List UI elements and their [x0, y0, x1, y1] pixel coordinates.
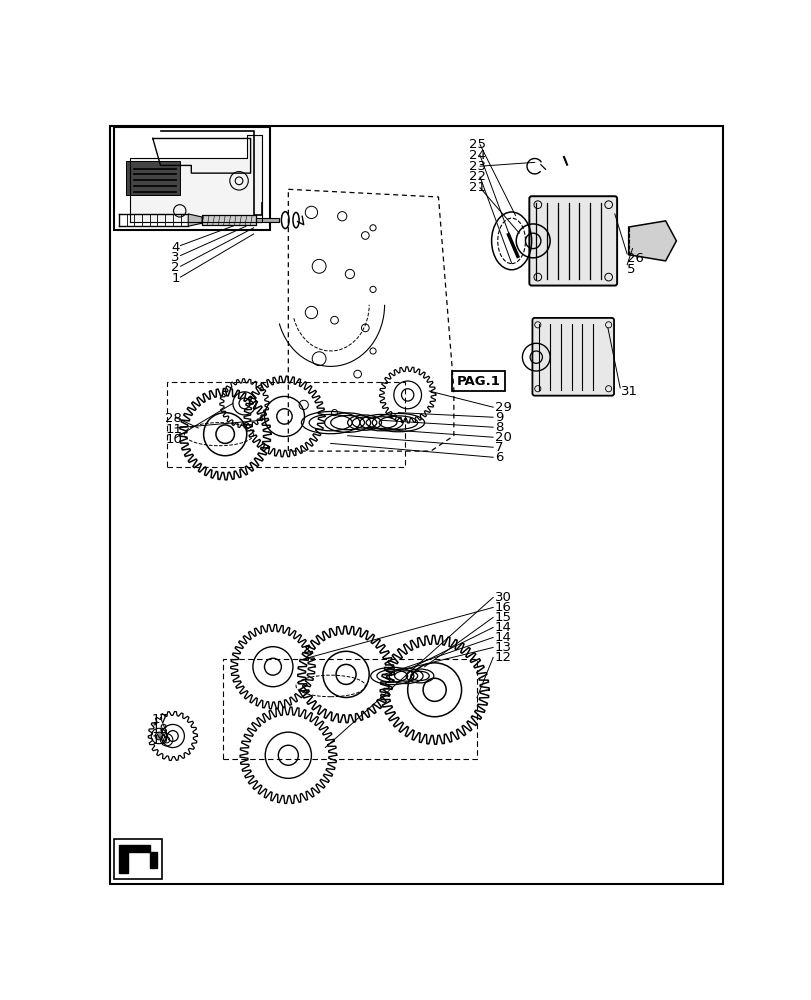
Text: 2: 2	[171, 261, 179, 274]
Text: 30: 30	[494, 591, 511, 604]
Text: 26: 26	[626, 252, 643, 265]
Text: 14: 14	[494, 631, 511, 644]
Bar	[255, 218, 279, 222]
Text: 13: 13	[494, 641, 511, 654]
Text: 31: 31	[620, 385, 637, 398]
Text: 11: 11	[165, 423, 182, 436]
Bar	[114, 839, 162, 879]
Circle shape	[155, 732, 163, 740]
Text: 1: 1	[171, 272, 179, 285]
Text: 16: 16	[494, 601, 511, 614]
Polygon shape	[628, 221, 676, 261]
Text: 22: 22	[469, 170, 486, 183]
Text: 28: 28	[165, 412, 182, 425]
Text: 14: 14	[494, 621, 511, 634]
Text: 24: 24	[469, 149, 486, 162]
FancyBboxPatch shape	[532, 318, 613, 396]
Polygon shape	[130, 135, 262, 222]
Text: 17: 17	[151, 713, 168, 726]
Bar	[452, 371, 504, 391]
FancyBboxPatch shape	[529, 196, 616, 286]
Polygon shape	[188, 214, 202, 226]
Text: 20: 20	[494, 431, 511, 444]
Text: 7: 7	[494, 441, 503, 454]
Text: 8: 8	[494, 421, 503, 434]
Text: 12: 12	[494, 651, 511, 664]
Bar	[222, 659, 476, 759]
Text: 21: 21	[469, 181, 486, 194]
Text: 3: 3	[171, 251, 179, 264]
Text: 23: 23	[469, 160, 486, 173]
Text: 25: 25	[469, 138, 486, 151]
Text: 10: 10	[165, 433, 182, 446]
Bar	[166, 382, 405, 466]
Bar	[114, 127, 269, 230]
Text: 15: 15	[494, 611, 511, 624]
Text: 18: 18	[151, 723, 168, 736]
Text: PAG.1: PAG.1	[456, 375, 500, 388]
Text: 5: 5	[626, 263, 635, 276]
Bar	[126, 161, 179, 195]
Bar	[202, 215, 255, 225]
Text: 29: 29	[494, 401, 511, 414]
Text: 6: 6	[494, 451, 503, 464]
Text: 19: 19	[151, 734, 168, 747]
Polygon shape	[118, 845, 157, 873]
Text: 4: 4	[171, 241, 179, 254]
Text: 9: 9	[494, 411, 503, 424]
